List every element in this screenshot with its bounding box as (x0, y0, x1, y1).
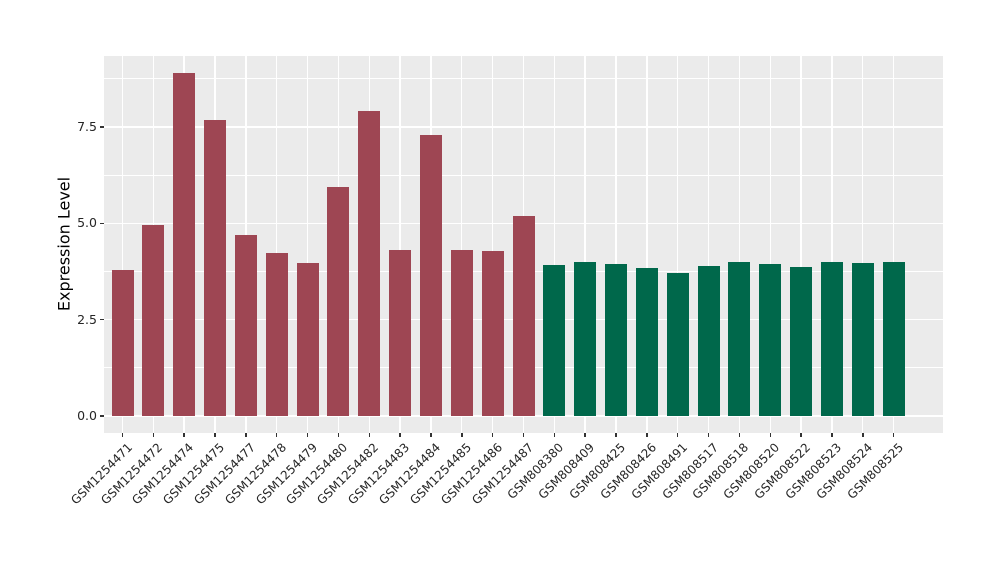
x-tick-mark (553, 433, 556, 437)
x-tick-mark (214, 433, 216, 437)
vertical-gridline (800, 56, 802, 433)
vertical-gridline (862, 56, 864, 433)
x-tick-mark (522, 433, 525, 437)
bar-GSM808426 (635, 268, 658, 416)
bar-GSM808520 (759, 263, 782, 416)
vertical-gridline (276, 56, 278, 433)
x-tick-mark (121, 433, 124, 437)
bar-GSM1254484 (419, 134, 442, 416)
x-tick-mark (676, 433, 679, 437)
vertical-gridline (553, 56, 556, 433)
bar-GSM1254486 (481, 250, 504, 416)
x-tick-mark (707, 433, 710, 437)
x-tick-mark (245, 433, 247, 437)
bar-GSM808517 (697, 265, 720, 416)
bar-GSM808491 (666, 273, 689, 416)
plot-panel (104, 56, 943, 433)
vertical-gridline (769, 56, 771, 433)
bar-GSM1254479 (296, 263, 319, 416)
vertical-gridline (615, 56, 617, 433)
vertical-gridline (584, 56, 586, 433)
bar-GSM1254475 (204, 120, 227, 416)
vertical-gridline (707, 56, 710, 433)
x-tick-mark (491, 433, 494, 437)
x-tick-mark (738, 433, 741, 437)
x-tick-mark (430, 433, 432, 437)
x-tick-mark (584, 433, 586, 437)
bar-GSM808522 (790, 266, 813, 416)
x-tick-mark (337, 433, 340, 437)
vertical-gridline (831, 56, 833, 433)
bar-GSM808409 (574, 261, 597, 416)
vertical-gridline (306, 56, 309, 433)
bar-GSM808425 (605, 263, 628, 416)
bar-GSM1254480 (327, 186, 350, 416)
bar-GSM808523 (820, 261, 843, 416)
vertical-gridline (491, 56, 494, 433)
y-axis-title: Expression Level (54, 176, 74, 312)
x-tick-mark (399, 433, 401, 437)
bar-GSM808524 (851, 262, 874, 416)
x-tick-mark (831, 433, 833, 437)
vertical-gridline (738, 56, 741, 433)
bar-GSM808518 (728, 261, 751, 416)
y-tick-label: 7.5 (77, 119, 97, 135)
vertical-gridline (121, 56, 124, 433)
bar-GSM808380 (543, 264, 566, 416)
bar-GSM1254474 (173, 73, 196, 416)
bar-GSM1254483 (389, 250, 412, 416)
x-tick-mark (275, 433, 278, 437)
vertical-gridline (399, 56, 401, 433)
bar-GSM1254482 (358, 110, 381, 416)
x-tick-mark (306, 433, 309, 437)
bar-GSM1254472 (142, 225, 165, 416)
bar-GSM1254478 (265, 252, 288, 416)
y-tick-mark (100, 222, 104, 225)
x-tick-mark (800, 433, 802, 437)
vertical-gridline (646, 56, 648, 433)
x-tick-mark (152, 433, 155, 437)
vertical-gridline (677, 56, 679, 433)
x-tick-mark (892, 433, 895, 437)
bar-GSM1254477 (234, 234, 257, 416)
y-tick-mark (100, 318, 104, 321)
bar-GSM1254485 (450, 249, 473, 416)
bar-GSM1254471 (111, 269, 134, 416)
x-tick-mark (615, 433, 617, 437)
y-tick-mark (100, 126, 104, 128)
bar-GSM808525 (882, 261, 905, 416)
vertical-gridline (892, 56, 895, 433)
bar-GSM1254487 (512, 216, 535, 416)
y-tick-label: 2.5 (77, 311, 97, 327)
x-tick-mark (368, 433, 371, 437)
x-tick-mark (461, 433, 463, 437)
vertical-gridline (461, 56, 463, 433)
y-tick-label: 5.0 (77, 215, 97, 231)
x-tick-mark (862, 433, 864, 437)
y-tick-label: 0.0 (77, 407, 97, 423)
x-tick-mark (769, 433, 771, 437)
x-tick-mark (646, 433, 648, 437)
x-tick-mark (183, 433, 185, 437)
y-tick-mark (100, 415, 104, 417)
